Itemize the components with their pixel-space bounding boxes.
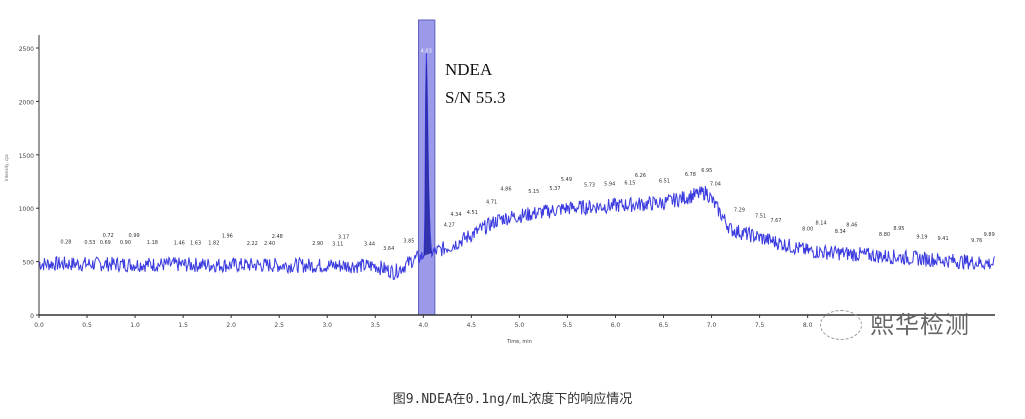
peak-label: 1.96: [222, 234, 233, 240]
peak-label: 5.94: [604, 182, 615, 188]
peak-label: 4.34: [450, 212, 461, 218]
peak-label: 7.51: [755, 214, 766, 220]
x-tick-label: 7.5: [755, 322, 765, 329]
y-tick-label: 1000: [19, 206, 34, 213]
peak-label: 2.48: [272, 234, 283, 240]
peak-label: 3.85: [403, 238, 414, 244]
peak-label: 0.69: [100, 240, 111, 246]
figure-caption: 图9.NDEA在0.1ng/mL浓度下的响应情况: [392, 392, 633, 407]
peak-label: 1.46: [174, 240, 185, 246]
x-tick-label: 3.0: [322, 322, 332, 329]
peak-label: 5.73: [584, 183, 595, 189]
y-tick-label: 0: [30, 313, 34, 320]
y-tick-label: 2500: [19, 46, 34, 53]
peak-label: 0.53: [84, 240, 95, 246]
peak-label: 0.28: [60, 240, 71, 246]
peak-label: 8.80: [879, 232, 890, 238]
peak-label: 6.15: [624, 180, 635, 186]
peak-label: 8.34: [835, 229, 846, 235]
peak-label: 9.76: [971, 238, 982, 244]
x-tick-label: 5.0: [515, 322, 525, 329]
x-tick-label: 0.5: [82, 322, 92, 329]
x-tick-label: 6.0: [611, 322, 621, 329]
peak-label: 2.90: [312, 241, 323, 247]
peak-label: 2.40: [264, 241, 275, 247]
y-tick-label: 500: [23, 260, 35, 267]
peak-label: 8.14: [816, 221, 827, 227]
peak-label: 9.89: [984, 232, 995, 238]
x-tick-label: 1.5: [178, 322, 188, 329]
x-tick-label: 4.5: [467, 322, 477, 329]
peak-label: 5.49: [561, 177, 572, 183]
peak-label: 0.90: [120, 240, 131, 246]
peak-label: 3.44: [364, 242, 375, 248]
y-axis-label: Intensity, cps: [4, 154, 9, 181]
watermark: 熙华检测: [870, 311, 970, 339]
chromatogram-chart: 0 500 1000 1500 2000 2500 0.0 0.5 1.0 1.5 2.0 2.5 3.…: [4, 19, 995, 345]
peak-label: 0.99: [129, 233, 140, 239]
annotation-sn: S/N 55.3: [445, 88, 505, 107]
x-tick-label: 2.5: [274, 322, 284, 329]
peak-label: 5.37: [549, 186, 560, 192]
main-peak-area: [415, 59, 443, 259]
peak-label: 3.11: [332, 241, 343, 247]
peak-label: 4.86: [500, 187, 511, 193]
x-tick-label: 5.5: [563, 322, 573, 329]
peak-label: 5.15: [528, 189, 539, 195]
peak-label: 9.41: [938, 236, 949, 242]
peak-label: 8.00: [802, 227, 813, 233]
x-tick-label: 1.0: [130, 322, 140, 329]
x-tick-label: 4.0: [419, 322, 429, 329]
x-tick-label: 0.0: [34, 322, 44, 329]
peak-label: 8.46: [846, 223, 857, 229]
peak-label: 8.95: [893, 226, 904, 232]
peak-label: 1.63: [190, 240, 201, 246]
x-tick-label: 8.0: [803, 322, 813, 329]
peak-label: 4.27: [444, 222, 455, 228]
x-tick-label: 7.0: [707, 322, 717, 329]
wechat-icon: [820, 310, 862, 340]
peak-label: 2.22: [247, 241, 258, 247]
peak-label: 7.29: [734, 208, 745, 214]
peak-label: 3.17: [338, 234, 349, 240]
peak-label: 6.78: [685, 172, 696, 178]
main-peak-label: 4.03: [421, 49, 432, 55]
peak-label: 0.72: [103, 233, 114, 239]
peak-label: 1.82: [208, 241, 219, 247]
peak-label: 9.19: [916, 234, 927, 240]
peak-label: 6.95: [701, 168, 712, 174]
x-tick-label: 6.5: [659, 322, 669, 329]
peak-label: 6.26: [635, 173, 646, 179]
peak-label: 7.04: [710, 181, 721, 187]
y-tick-label: 2000: [19, 99, 34, 106]
peak-label: 6.51: [659, 178, 670, 184]
peak-label: 4.71: [486, 199, 497, 205]
peak-label: 7.67: [770, 218, 781, 224]
peak-label: 1.18: [147, 240, 158, 246]
x-axis-label: Time, min: [506, 339, 532, 345]
x-tick-label: 2.0: [226, 322, 236, 329]
peak-label: 4.51: [467, 210, 478, 216]
y-tick-label: 1500: [19, 153, 34, 160]
annotation-compound: NDEA: [445, 60, 493, 79]
x-tick-label: 3.5: [371, 322, 381, 329]
chromatogram-trace: [38, 53, 995, 280]
peak-label: 3.64: [383, 246, 394, 252]
